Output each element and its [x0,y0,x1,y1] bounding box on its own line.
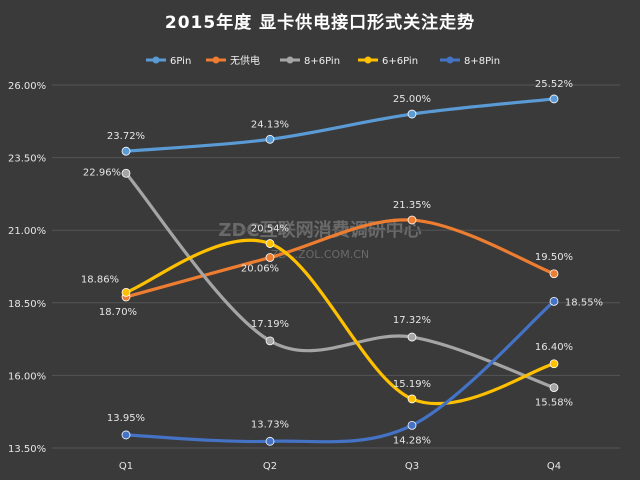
data-point [265,134,275,144]
data-point [407,109,417,119]
data-point [549,269,559,279]
data-point [121,168,131,178]
data-point [407,332,417,342]
data-label: 18.86% [81,274,119,285]
legend-label: 6Pin [170,56,191,67]
data-label: 17.32% [393,315,431,326]
data-point [549,359,559,369]
data-label: 15.19% [393,379,431,390]
y-tick-label: 18.50% [8,299,46,310]
data-label: 20.06% [241,263,279,274]
legend-marker [286,56,294,64]
data-point [407,215,417,225]
data-label: 24.13% [251,119,289,130]
data-label: 25.52% [535,79,573,90]
data-point [407,420,417,430]
data-point [265,436,275,446]
x-tick-label: Q3 [405,461,419,472]
legend-marker [212,56,220,64]
data-label: 15.58% [535,398,573,409]
data-point [121,287,131,297]
data-point [121,146,131,156]
series-line-6+6Pin [124,238,556,406]
legend-marker [364,56,372,64]
legend-label: 8+6Pin [304,56,340,67]
x-tick-label: Q1 [119,461,133,472]
data-label: 18.55% [565,297,603,308]
legend-marker [446,56,454,64]
y-tick-label: 26.00% [8,81,46,92]
data-point [265,336,275,346]
data-point [265,239,275,248]
data-point [549,383,559,392]
data-label: 25.00% [393,94,431,105]
y-tick-label: 16.00% [8,371,46,382]
chart-title: 2015年度 显卡供电接口形式关注走势 [164,13,476,33]
series-line-无供电 [124,218,556,299]
x-tick-label: Q2 [263,461,277,472]
data-label: 17.19% [251,319,289,330]
data-label: 19.50% [535,252,573,263]
series-line-6Pin [124,97,556,153]
data-label: 16.40% [535,342,573,353]
data-point [121,430,131,440]
data-point [549,296,559,306]
watermark-url: ZDC.ZOL.COM.CN [271,248,369,261]
legend-marker [152,56,160,64]
data-label: 13.95% [107,413,145,424]
y-tick-label: 21.00% [8,226,46,237]
y-tick-label: 13.50% [8,444,46,455]
y-tick-label: 23.50% [8,154,46,165]
data-point [549,94,559,104]
data-label: 23.72% [107,131,145,142]
series-line-8+6Pin [124,171,556,390]
data-label: 14.28% [393,435,431,446]
data-label: 21.35% [393,200,431,211]
legend-label: 6+6Pin [382,56,418,67]
data-label: 22.96% [83,167,121,178]
legend-label: 无供电 [230,54,260,67]
data-point [407,394,417,404]
x-tick-label: Q4 [547,461,561,472]
data-label: 13.73% [251,419,289,430]
series-line-8+8Pin [124,299,556,444]
legend-label: 8+8Pin [464,56,500,67]
data-label: 18.70% [99,307,137,318]
data-point [265,253,275,262]
data-label: 20.54% [251,224,289,235]
